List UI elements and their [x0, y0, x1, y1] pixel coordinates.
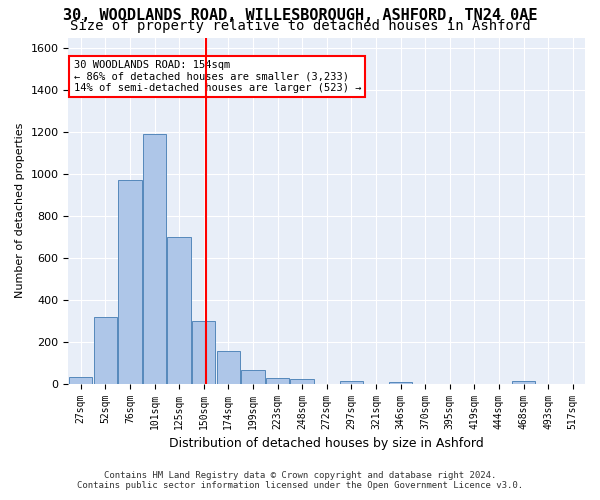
- Bar: [143, 134, 166, 384]
- Bar: [69, 378, 92, 384]
- Bar: [340, 380, 363, 384]
- Bar: [290, 380, 314, 384]
- Text: 30, WOODLANDS ROAD, WILLESBOROUGH, ASHFORD, TN24 0AE: 30, WOODLANDS ROAD, WILLESBOROUGH, ASHFO…: [63, 8, 537, 22]
- Bar: [241, 370, 265, 384]
- Bar: [266, 378, 289, 384]
- X-axis label: Distribution of detached houses by size in Ashford: Distribution of detached houses by size …: [169, 437, 484, 450]
- Bar: [167, 237, 191, 384]
- Bar: [94, 316, 117, 384]
- Text: 30 WOODLANDS ROAD: 154sqm
← 86% of detached houses are smaller (3,233)
14% of se: 30 WOODLANDS ROAD: 154sqm ← 86% of detac…: [74, 60, 361, 93]
- Bar: [512, 380, 535, 384]
- Bar: [118, 180, 142, 384]
- Bar: [389, 382, 412, 384]
- Bar: [192, 321, 215, 384]
- Y-axis label: Number of detached properties: Number of detached properties: [15, 123, 25, 298]
- Bar: [217, 351, 240, 384]
- Text: Contains HM Land Registry data © Crown copyright and database right 2024.
Contai: Contains HM Land Registry data © Crown c…: [77, 470, 523, 490]
- Text: Size of property relative to detached houses in Ashford: Size of property relative to detached ho…: [70, 19, 530, 33]
